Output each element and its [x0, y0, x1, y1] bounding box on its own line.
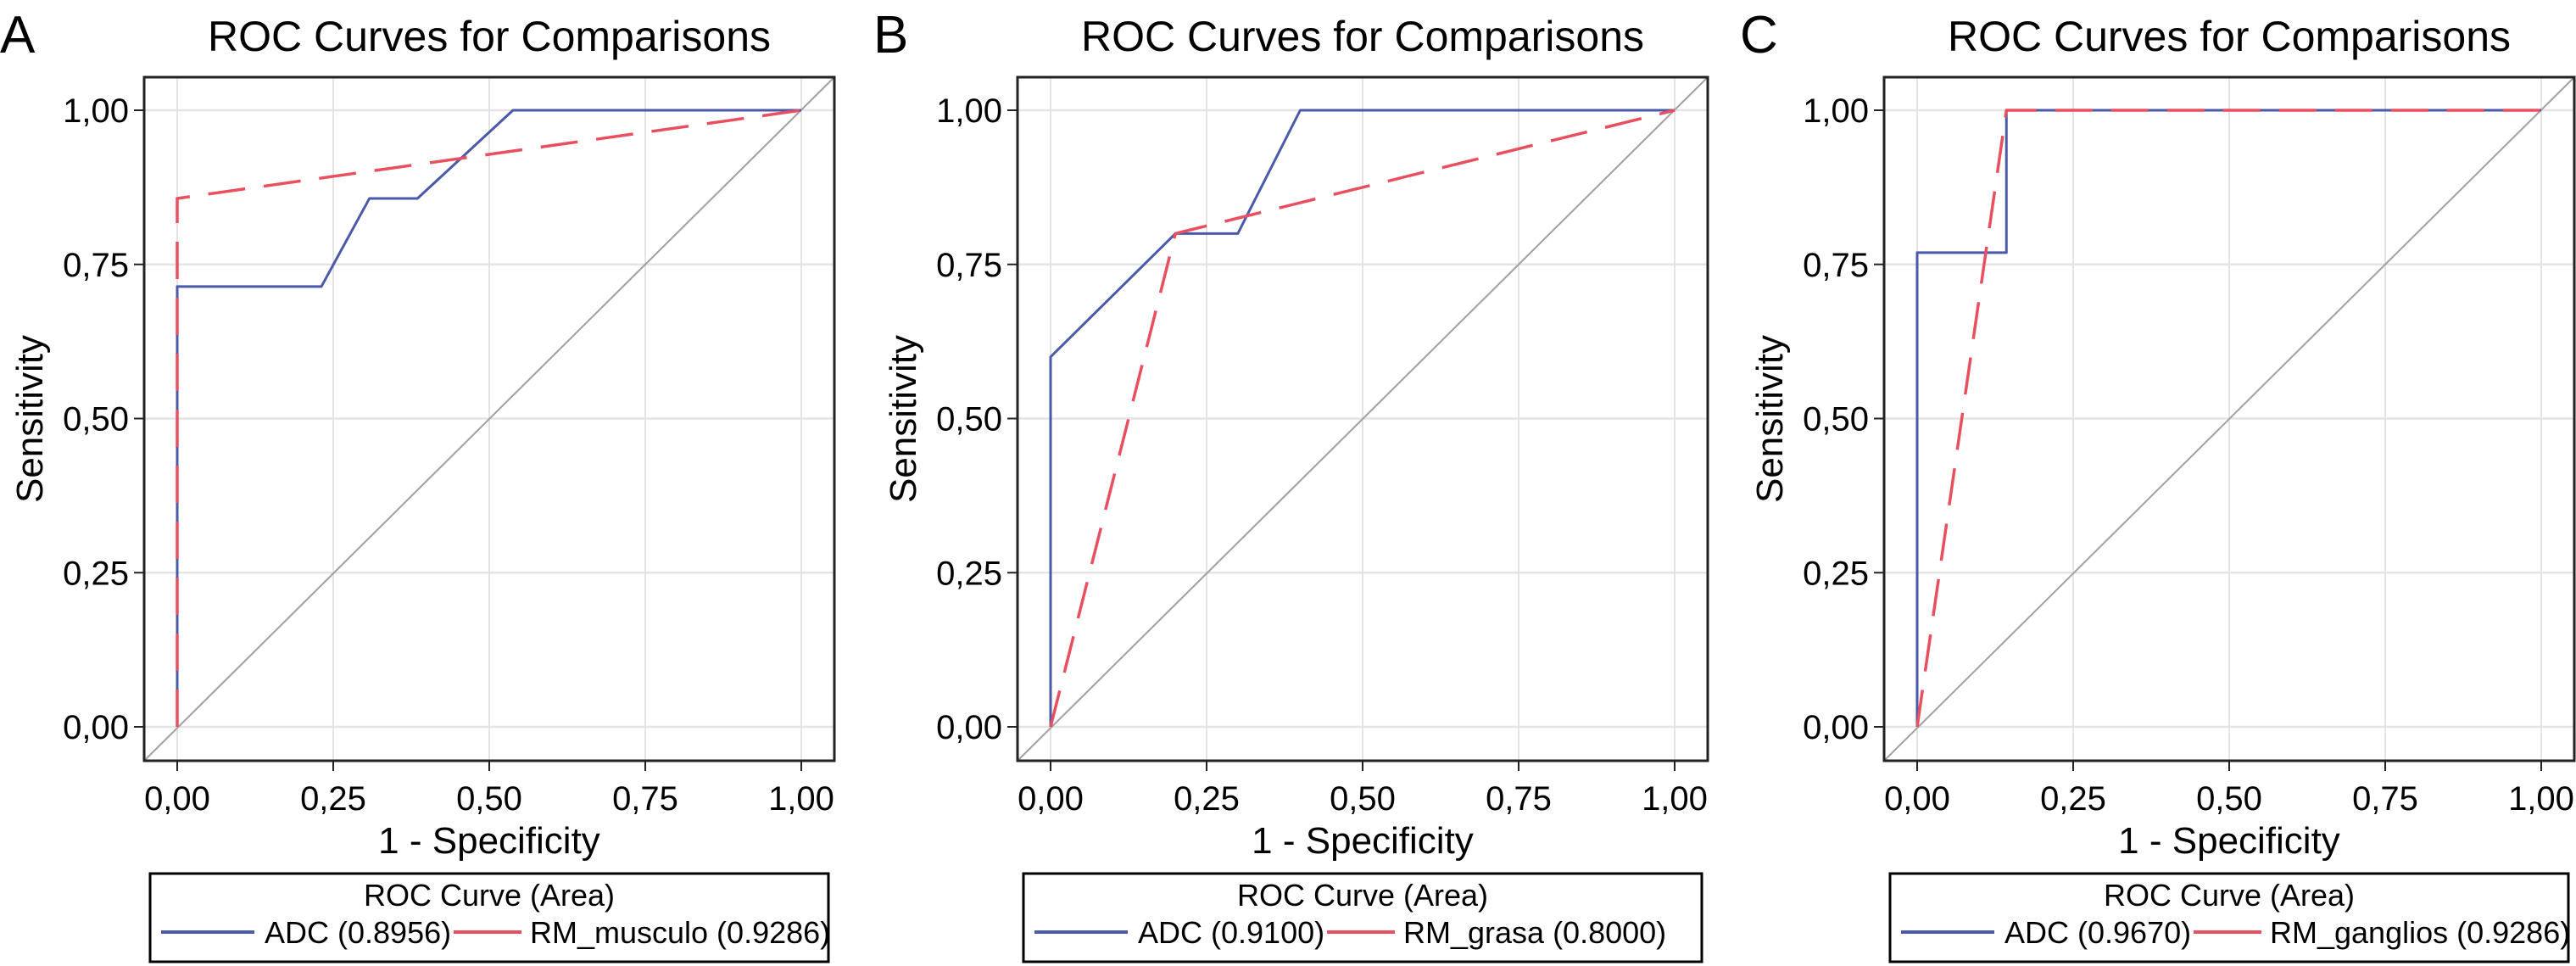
panel-label: B [873, 6, 908, 64]
chart-panel-b: B ROC Curves for Comparisons 0,00 0,00 0,25 0… [873, 6, 1709, 963]
panel-label: A [0, 6, 36, 64]
x-tick-label: 0,75 [1486, 780, 1552, 818]
reference-diagonal-line [1017, 76, 1709, 762]
y-tick-label: 0,25 [936, 555, 1002, 592]
roc-curve-rm [1049, 109, 1676, 728]
legend-box [1888, 872, 2570, 963]
y-tick-label: 1,00 [1803, 92, 1869, 130]
x-axis-title: 1 - Specificity [378, 820, 600, 862]
legend-box [1022, 872, 1703, 963]
plot-frame [142, 75, 836, 762]
y-tick-label: 0,25 [1803, 555, 1869, 592]
x-tick-label: 0,50 [2196, 780, 2262, 818]
chart-title: ROC Curves for Comparisons [1081, 13, 1644, 60]
chart-title: ROC Curves for Comparisons [208, 13, 771, 60]
legend-box [148, 872, 830, 963]
reference-diagonal-line [143, 76, 835, 762]
chart-panel-c: C ROC Curves for Comparisons 0,00 0,00 0,25 0… [1740, 6, 2576, 963]
x-tick-label: 0,00 [144, 780, 210, 818]
x-tick-label: 1,00 [2508, 780, 2574, 818]
x-tick-label: 0,25 [2040, 780, 2106, 818]
x-tick-label: 1,00 [1642, 780, 1708, 818]
x-axis-title: 1 - Specificity [1252, 820, 1474, 862]
chart-title: ROC Curves for Comparisons [1948, 13, 2511, 60]
x-tick-label: 0,25 [300, 780, 366, 818]
y-tick-label: 0,75 [1803, 247, 1869, 284]
y-tick-label: 1,00 [63, 92, 129, 130]
roc-curve-rm [1915, 109, 2541, 728]
x-tick-label: 0,25 [1174, 780, 1240, 818]
y-tick-label: 1,00 [936, 92, 1002, 130]
panel-label: C [1740, 6, 1778, 64]
legend: ROC Curve (Area)ADC (0.9670) RM_ganglios … [1888, 872, 2570, 963]
y-tick-label: 0,50 [63, 401, 129, 438]
plot-frame [1882, 75, 2576, 762]
y-axis-title: Sensitivity [1749, 335, 1791, 503]
y-tick-label: 0,25 [63, 555, 129, 592]
legend-title: ROC Curve (Area) [364, 878, 615, 913]
x-tick-label: 0,50 [456, 780, 522, 818]
legend: ROC Curve (Area)ADC (0.9100) RM_grasa (0.… [1022, 872, 1703, 963]
legend-entry-adc: ADC (0.9100) [1138, 915, 1324, 950]
legend-title: ROC Curve (Area) [2104, 878, 2355, 913]
legend-entry-rm: RM_musculo (0.9286) [530, 915, 830, 950]
y-tick-label: 0,50 [936, 401, 1002, 438]
legend-title: ROC Curve (Area) [1237, 878, 1488, 913]
y-tick-label: 0,00 [1803, 709, 1869, 746]
y-tick-label: 0,00 [63, 709, 129, 746]
y-tick-label: 0,50 [1803, 401, 1869, 438]
legend-entry-rm: RM_grasa (0.8000) [1403, 915, 1666, 950]
legend-entry-adc: ADC (0.9670) [2004, 915, 2191, 950]
roc-curve-rm [176, 109, 802, 727]
x-tick-label: 0,75 [2352, 780, 2418, 818]
x-tick-label: 1,00 [768, 780, 834, 818]
y-axis-title: Sensitivity [9, 335, 51, 503]
y-tick-label: 0,75 [936, 247, 1002, 284]
x-tick-label: 0,50 [1330, 780, 1396, 818]
x-tick-label: 0,75 [612, 780, 678, 818]
roc-curve-adc [176, 109, 801, 727]
chart-panel-a: A ROC Curves for Comparisons 0,00 0,00 0,25 0… [0, 6, 836, 963]
y-tick-label: 0,75 [63, 247, 129, 284]
legend-entry-rm: RM_ganglios (0.9286) [2270, 915, 2570, 950]
x-tick-label: 0,00 [1884, 780, 1950, 818]
reference-diagonal-line [1883, 76, 2575, 762]
x-axis-title: 1 - Specificity [2118, 820, 2340, 862]
legend: ROC Curve (Area)ADC (0.8956) RM_musculo (… [148, 872, 830, 963]
plot-frame [1016, 75, 1709, 762]
x-tick-label: 0,00 [1018, 780, 1084, 818]
y-axis-title: Sensitivity [883, 335, 924, 503]
y-tick-label: 0,00 [936, 709, 1002, 746]
legend-entry-adc: ADC (0.8956) [265, 915, 451, 950]
